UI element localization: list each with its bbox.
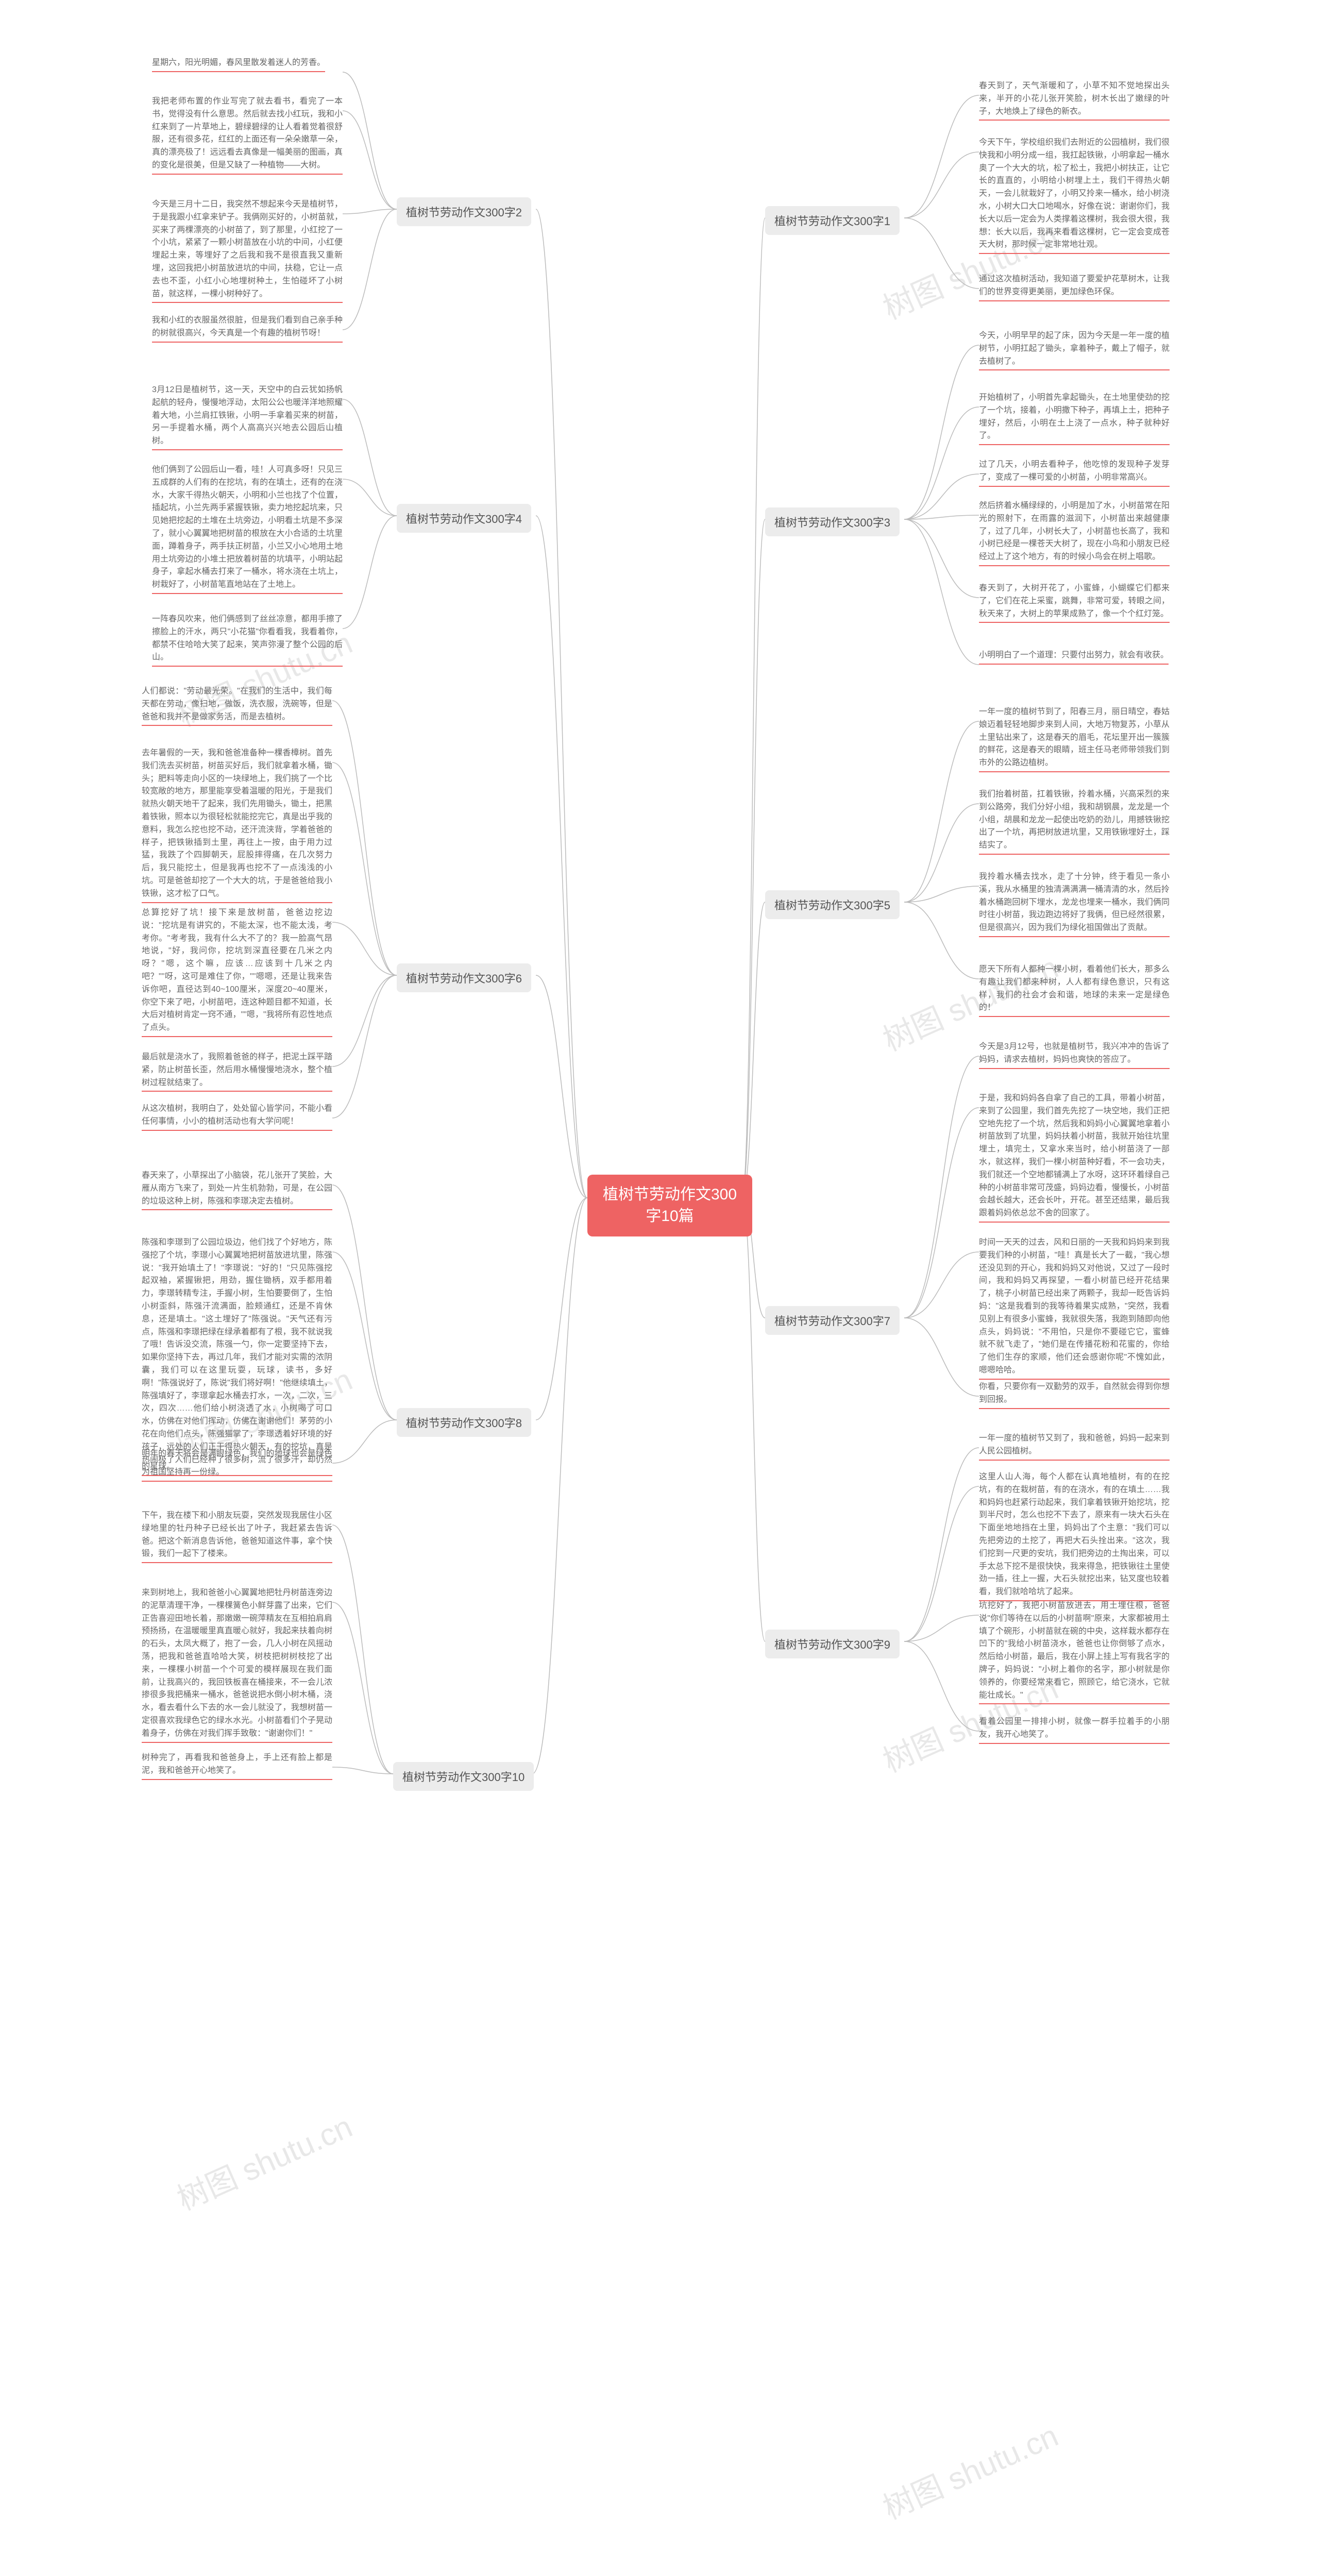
watermark: 树图 shutu.cn bbox=[169, 2102, 358, 2219]
leaf-node: 今天，小明早早的起了床，因为今天是一年一度的植树节，小明扛起了锄头，拿着种子，戴… bbox=[979, 330, 1170, 370]
leaf-node: 下午，我在楼下和小朋友玩耍，突然发现我居住小区绿地里的牡丹种子已经长出了叶子，我… bbox=[142, 1510, 332, 1563]
leaf-node: 过了几天，小明去看种子，他吃惊的发现种子发芽了，变成了一棵可爱的小树苗，小明非常… bbox=[979, 459, 1170, 487]
branch-node[interactable]: 植树节劳动作文300字5 bbox=[765, 890, 900, 919]
leaf-node: 明年的春天将会是满眼绿色，我们的地球也会是绿色的星球。 bbox=[142, 1448, 332, 1476]
leaf-node: 总算挖好了坑！接下来是放树苗，爸爸边挖边说："挖坑是有讲究的，不能太深，也不能太… bbox=[142, 907, 332, 1037]
leaf-node: 我们抬着树苗，扛着铁锹，拎着水桶，兴高采烈的来到公路旁，我们分好小组，我和胡钢晨… bbox=[979, 788, 1170, 855]
leaf-node: 开始植树了，小明首先拿起锄头，在土地里使劲的挖了一个坑，接着，小明撒下种子，再填… bbox=[979, 392, 1170, 445]
leaf-node: 我和小红的衣服虽然很脏，但是我们看到自己亲手种的树就很高兴，今天真是一个有趣的植… bbox=[152, 314, 343, 343]
watermark: 树图 shutu.cn bbox=[875, 2411, 1064, 2528]
leaf-node: 我拎着水桶去找水，走了十分钟，终于看见一条小溪，我从水桶里的独清满满满一桶清清的… bbox=[979, 871, 1170, 937]
branch-node[interactable]: 植树节劳动作文300字7 bbox=[765, 1306, 900, 1335]
leaf-node: 今天是三月十二日，我突然不想起来今天是植树节，于是我跟小红拿来铲子。我俩刚买好的… bbox=[152, 198, 343, 303]
leaf-node: 去年暑假的一天，我和爸爸准备种一棵香樟树。首先我们洗去买树苗，树苗买好后，我们就… bbox=[142, 747, 332, 903]
leaf-node: 今天是3月12号，也就是植树节，我兴冲冲的告诉了妈妈，请求去植树，妈妈也爽快的答… bbox=[979, 1041, 1170, 1069]
branch-node[interactable]: 植树节劳动作文300字10 bbox=[393, 1762, 534, 1791]
leaf-node: 最后就是浇水了，我照着爸爸的样子，把泥土踩平踏紧，防止树苗长歪，然后用水桶慢慢地… bbox=[142, 1051, 332, 1092]
branch-node[interactable]: 植树节劳动作文300字4 bbox=[397, 504, 531, 533]
leaf-node: 这里人山人海，每个人都在认真地植树，有的在挖坑，有的在栽树苗，有的在浇水，有的在… bbox=[979, 1471, 1170, 1601]
leaf-node: 他们俩到了公园后山一看，哇！人可真多呀！只见三五成群的人们有的在挖坑，有的在填土… bbox=[152, 464, 343, 594]
leaf-node: 来到树地上，我和爸爸小心翼翼地把牡丹树苗连旁边的泥草清理干净，一棵棵簧色小鲜芽露… bbox=[142, 1587, 332, 1743]
leaf-node: 一阵春风吹来，他们俩感到了丝丝凉意，都用手擦了擦脸上的汗水，两只"小花猫"你看看… bbox=[152, 613, 343, 667]
leaf-node: 春天来了，小草探出了小脑袋，花儿张开了笑脸，大雁从南方飞来了，到处一片生机勃勃，… bbox=[142, 1170, 332, 1210]
branch-node[interactable]: 植树节劳动作文300字1 bbox=[765, 206, 900, 235]
leaf-node: 于是，我和妈妈各自拿了自己的工具，带着小树苗，来到了公园里，我们首先先挖了一块空… bbox=[979, 1092, 1170, 1223]
leaf-node: 树种完了，再看我和爸爸身上，手上还有脸上都是泥，我和爸爸开心地笑了。 bbox=[142, 1752, 332, 1780]
leaf-node: 小明明白了一个道理：只要付出努力，就会有收获。 bbox=[979, 649, 1169, 665]
leaf-node: 愿天下所有人都种一棵小树，看着他们长大，那多么有趣让我们都来种树，人人都有绿色意… bbox=[979, 963, 1170, 1017]
leaf-node: 星期六，阳光明媚，春风里散发着迷人的芳香。 bbox=[152, 57, 325, 72]
leaf-node: 陈强和李璟到了公园垃圾边，他们找了个好地方，陈强挖了个坑，李璟小心翼翼地把树苗放… bbox=[142, 1236, 332, 1482]
leaf-node: 春天到了，天气渐暖和了，小草不知不觉地探出头来，半开的小花儿张开笑脸，树木长出了… bbox=[979, 80, 1170, 121]
leaf-node: 你看，只要你有一双勤劳的双手，自然就会得到你想到回报。 bbox=[979, 1381, 1170, 1409]
leaf-node: 人们都说："劳动最光荣。"在我们的生活中，我们每天都在劳动，像扫地，做饭，洗衣服… bbox=[142, 685, 332, 726]
leaf-node: 然后挤着水桶绿绿的，小明是加了水，小树苗常在阳光的照射下，在雨露的滋润下，小树苗… bbox=[979, 500, 1170, 566]
leaf-node: 从这次植树，我明白了，处处留心皆学问，不能小看任何事情，小小的植树活动也有大学问… bbox=[142, 1103, 332, 1131]
leaf-node: 通过这次植树活动，我知道了要爱护花草树木，让我们的世界变得更美丽，更加绿色环保。 bbox=[979, 273, 1170, 301]
branch-node[interactable]: 植树节劳动作文300字3 bbox=[765, 507, 900, 536]
center-node[interactable]: 植树节劳动作文300字10篇 bbox=[587, 1175, 752, 1236]
leaf-node: 3月12日是植树节，这一天，天空中的白云犹如扬帆起航的轻舟，慢慢地浮动，太阳公公… bbox=[152, 384, 343, 450]
leaf-node: 春天到了，大树开花了，小蜜蜂，小蝴蝶它们都来了，它们在花上采蜜，跳舞，非常可爱，… bbox=[979, 582, 1170, 623]
leaf-node: 坑挖好了，我把小树苗放进去，用土埋住根，爸爸说"你们等待在以后的小树苗啊"原来，… bbox=[979, 1600, 1170, 1704]
leaf-node: 一年一度的植树节到了，阳春三月，丽日晴空，春姑娘迈着轻轻地脚步来到人间，大地万物… bbox=[979, 706, 1170, 772]
leaf-node: 时间一天天的过去，风和日丽的一天我和妈妈来到我要我们种的小树苗，"哇！真是长大了… bbox=[979, 1236, 1170, 1380]
leaf-node: 一年一度的植树节又到了，我和爸爸，妈妈一起来到人民公园植树。 bbox=[979, 1432, 1170, 1461]
branch-node[interactable]: 植树节劳动作文300字8 bbox=[397, 1408, 531, 1437]
branch-node[interactable]: 植树节劳动作文300字6 bbox=[397, 963, 531, 992]
branch-node[interactable]: 植树节劳动作文300字2 bbox=[397, 197, 531, 226]
branch-node[interactable]: 植树节劳动作文300字9 bbox=[765, 1630, 900, 1658]
leaf-node: 今天下午，学校组织我们去附近的公园植树，我们很快我和小明分成一组，我扛起铁锹，小… bbox=[979, 137, 1170, 254]
leaf-node: 我把老师布置的作业写完了就去看书，看完了一本书，觉得没有什么意思。然后就去找小红… bbox=[152, 95, 343, 175]
leaf-node: 看着公园里一排排小树，就像一群手拉着手的小朋友，我开心地笑了。 bbox=[979, 1716, 1170, 1744]
